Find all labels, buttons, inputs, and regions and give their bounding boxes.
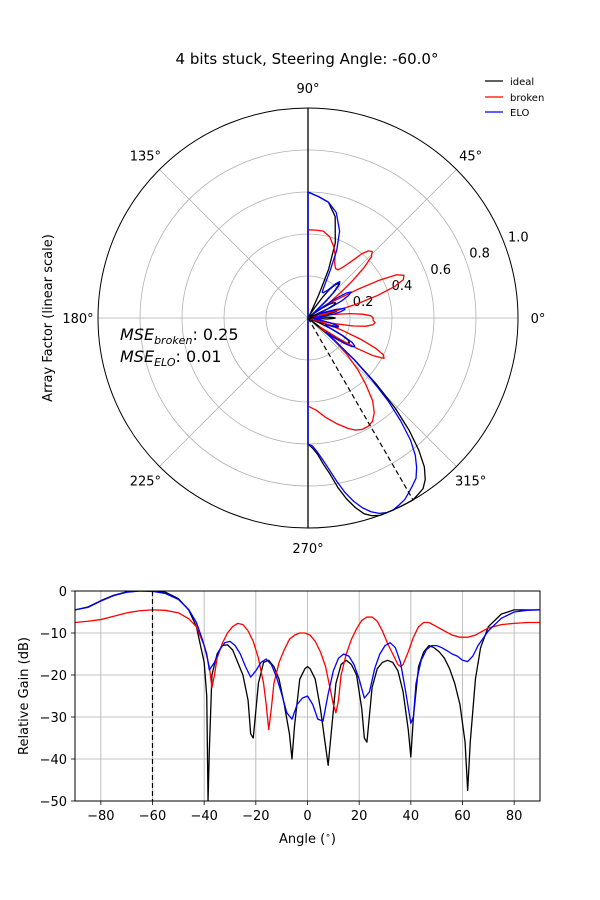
legend-label-elo: ELO bbox=[510, 108, 530, 119]
polar-radial-tick-label: 0.4 bbox=[392, 279, 413, 294]
gain-series bbox=[75, 591, 540, 801]
gain-x-tick-label: −40 bbox=[190, 809, 217, 824]
gain-x-axis-label: Angle (∘) bbox=[279, 831, 336, 847]
polar-radial-tick-label: 1.0 bbox=[508, 231, 529, 246]
legend: ideal broken ELO bbox=[485, 77, 544, 119]
polar-y-axis-label: Array Factor (linear scale) bbox=[41, 234, 56, 402]
polar-steering-line bbox=[307, 317, 414, 501]
polar-radial-tick-label: 0.8 bbox=[469, 247, 490, 262]
mse-broken-text: MSEbroken: 0.25 bbox=[120, 325, 239, 347]
polar-angle-tick-label: 180° bbox=[62, 312, 93, 327]
legend-label-broken: broken bbox=[510, 93, 544, 104]
polar-series-broken bbox=[307, 229, 405, 431]
chart-title: 4 bits stuck, Steering Angle: -60.0° bbox=[176, 50, 439, 68]
polar-angle-tick-label: 90° bbox=[296, 82, 319, 97]
polar-tick-labels: 0° 45° 90° 135° 180° 225° 270° 315° 0.2 0.4 0.6 0.8… bbox=[62, 82, 545, 557]
gain-x-tick-label: 40 bbox=[403, 809, 420, 824]
polar-angle-tick-label: 225° bbox=[130, 475, 161, 490]
gain-y-axis-label: Relative Gain (dB) bbox=[17, 637, 32, 755]
gain-x-tick-label: −60 bbox=[139, 809, 166, 824]
gain-y-tick-label: 0 bbox=[59, 585, 67, 600]
gain-tick-labels: −80 −60 −40 −20 0 20 40 60 80 0 −10 −20 −30 −40 −50 bbox=[40, 585, 523, 824]
polar-angle-tick-label: 135° bbox=[130, 149, 161, 164]
gain-x-tick-label: 20 bbox=[351, 809, 368, 824]
legend-label-ideal: ideal bbox=[510, 77, 534, 88]
gain-y-tick-label: −40 bbox=[40, 753, 67, 768]
polar-chart: 0° 45° 90° 135° 180° 225° 270° 315° 0.2 0.4 0.6 0.8… bbox=[41, 82, 545, 557]
gain-series-elo bbox=[75, 591, 540, 724]
polar-frame bbox=[97, 107, 519, 529]
polar-series-elo bbox=[307, 191, 418, 515]
gain-x-tick-label: 0 bbox=[303, 809, 311, 824]
polar-grid-spoke bbox=[159, 317, 309, 467]
polar-radial-tick-label: 0.6 bbox=[430, 263, 451, 278]
polar-angle-tick-label: 315° bbox=[455, 475, 486, 490]
gain-x-tick-label: 60 bbox=[454, 809, 471, 824]
gain-y-tick-label: −20 bbox=[40, 669, 67, 684]
polar-angle-tick-label: 0° bbox=[531, 312, 546, 327]
gain-y-tick-label: −10 bbox=[40, 627, 67, 642]
gain-x-tick-label: −80 bbox=[87, 809, 114, 824]
gain-x-tick-label: −20 bbox=[242, 809, 269, 824]
polar-grid-spoke bbox=[159, 169, 309, 319]
polar-angle-tick-label: 270° bbox=[292, 542, 323, 557]
gain-y-tick-label: −30 bbox=[40, 711, 67, 726]
gain-series-ideal bbox=[75, 591, 540, 801]
gain-x-tick-label: 80 bbox=[506, 809, 523, 824]
mse-elo-text: MSEELO: 0.01 bbox=[120, 347, 222, 369]
polar-radial-tick-label: 0.2 bbox=[353, 295, 374, 310]
gain-chart: −80 −60 −40 −20 0 20 40 60 80 0 −10 −20 −30 −40 −50 An… bbox=[17, 585, 541, 847]
gain-y-tick-label: −50 bbox=[40, 795, 67, 810]
polar-angle-tick-label: 45° bbox=[459, 149, 482, 164]
